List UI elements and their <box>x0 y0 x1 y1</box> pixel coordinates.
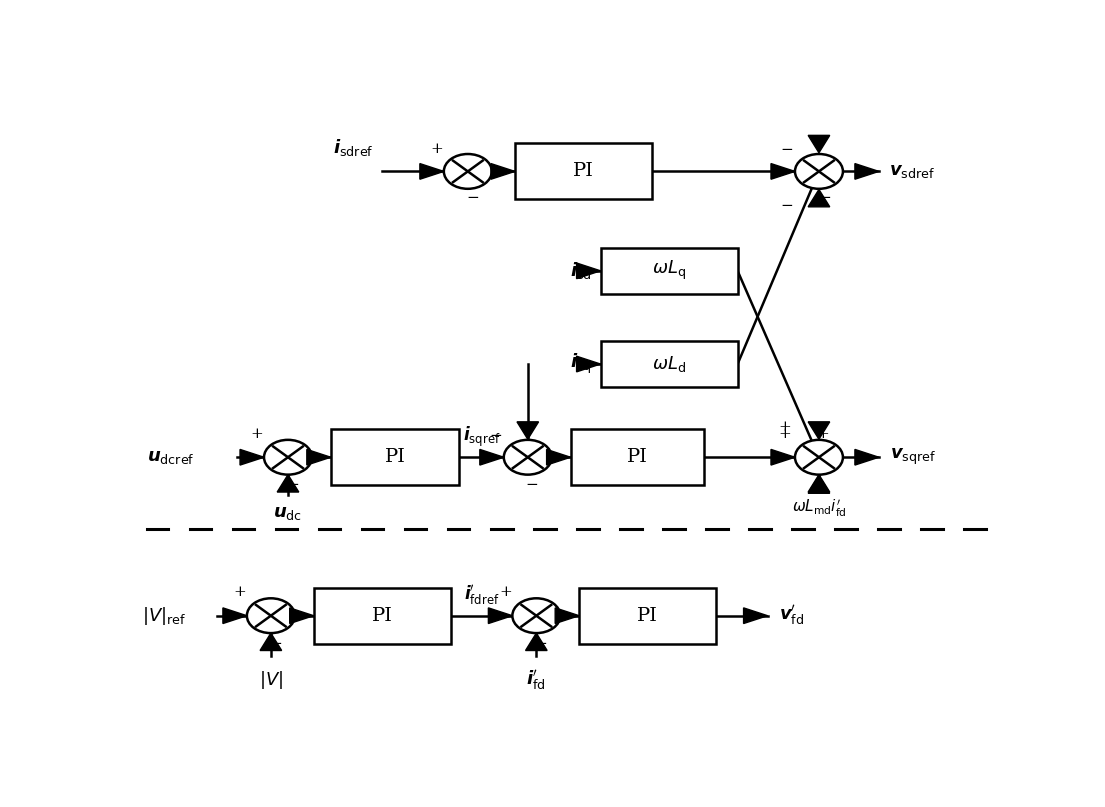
Text: $\boldsymbol{v}_{\mathrm{fd}}'$: $\boldsymbol{v}_{\mathrm{fd}}'$ <box>779 604 804 628</box>
Text: $\boldsymbol{i}_{\mathrm{sq}}$: $\boldsymbol{i}_{\mathrm{sq}}$ <box>570 352 592 376</box>
Polygon shape <box>808 136 830 153</box>
Text: +: + <box>233 585 246 599</box>
Circle shape <box>264 440 312 475</box>
Text: $-$: $-$ <box>269 635 282 649</box>
Polygon shape <box>420 164 444 179</box>
Polygon shape <box>808 475 830 492</box>
Text: +: + <box>251 427 263 441</box>
Circle shape <box>794 440 843 475</box>
Text: $\omega L_{\mathrm{d}}$: $\omega L_{\mathrm{d}}$ <box>652 354 686 374</box>
Polygon shape <box>517 422 538 439</box>
Circle shape <box>504 440 551 475</box>
Polygon shape <box>808 476 830 493</box>
Text: $\boldsymbol{i}_{\mathrm{sqref}}$: $\boldsymbol{i}_{\mathrm{sqref}}$ <box>463 425 501 449</box>
Text: PI: PI <box>573 162 593 181</box>
Text: +: + <box>817 427 830 441</box>
Text: $-$: $-$ <box>526 476 538 491</box>
Polygon shape <box>223 608 246 624</box>
Text: $\boldsymbol{u}_{\mathrm{dcref}}$: $\boldsymbol{u}_{\mathrm{dcref}}$ <box>147 448 194 466</box>
Text: $-$: $-$ <box>465 190 478 203</box>
Text: $\boldsymbol{u}_{\mathrm{dc}}$: $\boldsymbol{u}_{\mathrm{dc}}$ <box>273 504 303 522</box>
Text: $-$: $-$ <box>488 427 502 441</box>
Text: $-$: $-$ <box>286 476 298 491</box>
Polygon shape <box>491 164 515 179</box>
Polygon shape <box>480 449 504 465</box>
FancyBboxPatch shape <box>314 587 451 644</box>
Circle shape <box>513 598 560 633</box>
Text: PI: PI <box>371 607 392 625</box>
Polygon shape <box>808 190 830 207</box>
FancyBboxPatch shape <box>330 429 460 485</box>
Polygon shape <box>808 422 830 439</box>
Polygon shape <box>577 263 601 278</box>
Text: $|V|$: $|V|$ <box>259 668 283 691</box>
Polygon shape <box>526 633 547 650</box>
Text: $\boldsymbol{i}_{\mathrm{fdref}}'$: $\boldsymbol{i}_{\mathrm{fdref}}'$ <box>464 583 499 607</box>
FancyBboxPatch shape <box>601 248 738 294</box>
Text: $\boldsymbol{v}_{\mathrm{sdref}}$: $\boldsymbol{v}_{\mathrm{sdref}}$ <box>890 162 935 181</box>
Text: $-$: $-$ <box>818 190 831 203</box>
Text: PI: PI <box>627 448 648 466</box>
Circle shape <box>794 154 843 189</box>
Circle shape <box>444 154 492 189</box>
Polygon shape <box>555 608 579 624</box>
Polygon shape <box>488 608 513 624</box>
Text: +: + <box>778 427 791 441</box>
Polygon shape <box>260 633 282 650</box>
Circle shape <box>246 598 295 633</box>
Polygon shape <box>771 164 794 179</box>
Polygon shape <box>277 475 298 492</box>
Text: PI: PI <box>385 448 406 466</box>
Polygon shape <box>855 164 878 179</box>
Text: +: + <box>499 585 512 599</box>
Text: $-$: $-$ <box>780 140 793 155</box>
FancyBboxPatch shape <box>601 341 738 387</box>
Text: $\omega L_{\mathrm{md}}i_{\mathrm{fd}}'$: $\omega L_{\mathrm{md}}i_{\mathrm{fd}}'$ <box>791 498 846 519</box>
FancyBboxPatch shape <box>579 587 716 644</box>
Text: $|V|_{\mathrm{ref}}$: $|V|_{\mathrm{ref}}$ <box>143 604 187 627</box>
Text: $\omega L_{\mathrm{q}}$: $\omega L_{\mathrm{q}}$ <box>652 259 686 282</box>
Polygon shape <box>547 449 570 465</box>
Polygon shape <box>290 608 314 624</box>
Text: $\boldsymbol{i}_{\mathrm{fd}}'$: $\boldsymbol{i}_{\mathrm{fd}}'$ <box>526 668 546 692</box>
Polygon shape <box>307 449 330 465</box>
Polygon shape <box>240 449 264 465</box>
Text: $\boldsymbol{i}_{\mathrm{sdref}}$: $\boldsymbol{i}_{\mathrm{sdref}}$ <box>333 137 373 158</box>
Text: +: + <box>778 420 791 434</box>
Polygon shape <box>744 608 768 624</box>
Text: $\boldsymbol{v}_{\mathrm{sqref}}$: $\boldsymbol{v}_{\mathrm{sqref}}$ <box>890 447 936 467</box>
Polygon shape <box>855 449 878 465</box>
Text: PI: PI <box>638 607 659 625</box>
Text: $-$: $-$ <box>780 197 793 211</box>
FancyBboxPatch shape <box>515 144 652 199</box>
Text: +: + <box>431 142 443 156</box>
Text: $\boldsymbol{i}_{\mathrm{sd}}$: $\boldsymbol{i}_{\mathrm{sd}}$ <box>570 261 592 282</box>
Polygon shape <box>771 449 794 465</box>
FancyBboxPatch shape <box>571 429 704 485</box>
Text: $-$: $-$ <box>534 635 547 649</box>
Polygon shape <box>577 356 601 372</box>
